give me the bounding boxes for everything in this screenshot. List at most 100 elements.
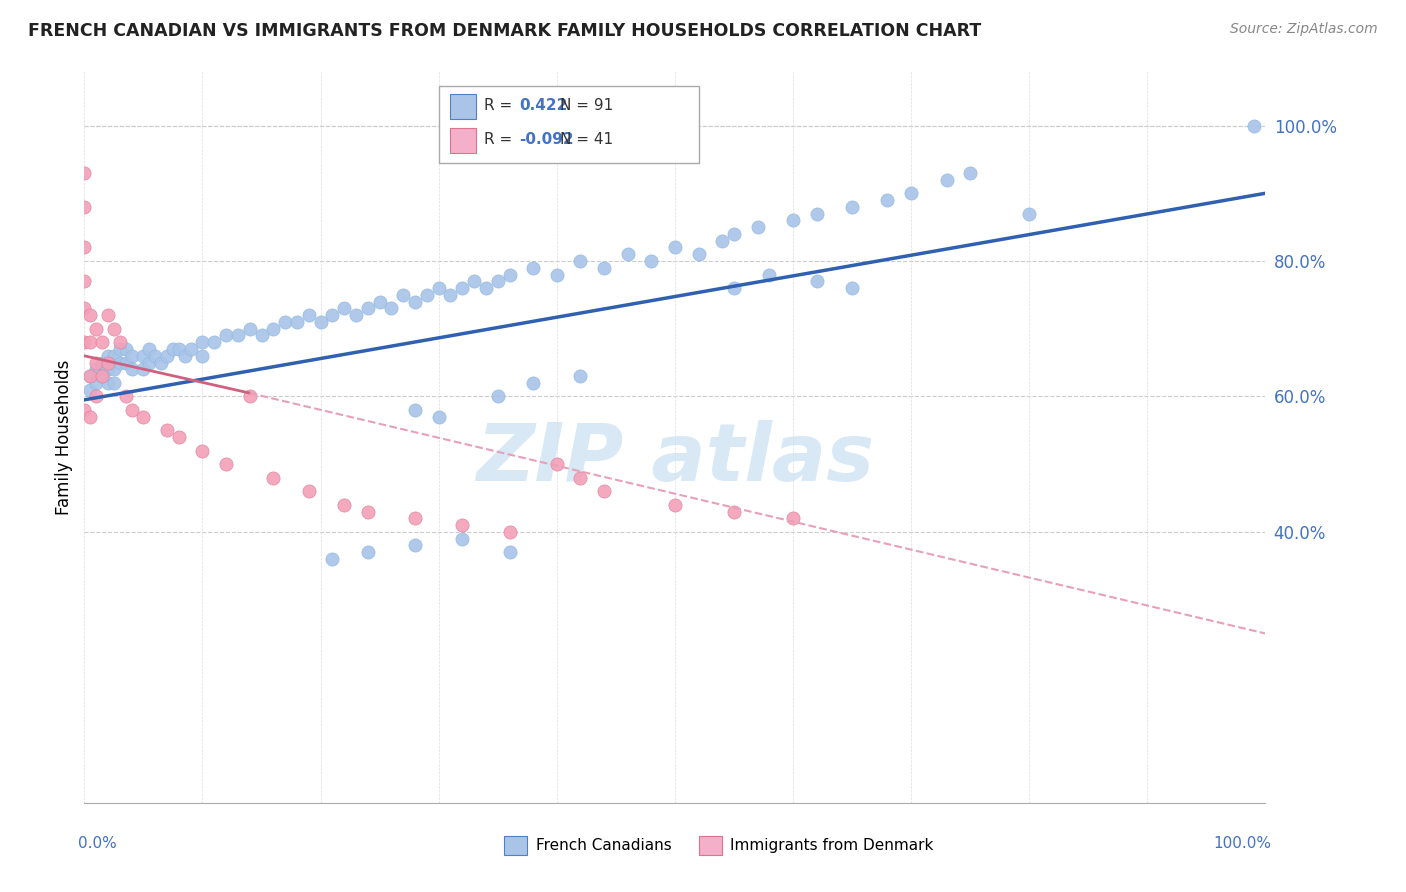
Point bbox=[191, 335, 214, 350]
Point bbox=[344, 308, 367, 322]
Point bbox=[806, 206, 828, 220]
Point bbox=[97, 362, 120, 376]
Point bbox=[486, 389, 509, 403]
Point bbox=[427, 281, 450, 295]
Point bbox=[546, 457, 568, 471]
Point bbox=[84, 355, 107, 369]
Point bbox=[782, 213, 804, 227]
Text: N = 41: N = 41 bbox=[561, 132, 613, 147]
Text: -0.092: -0.092 bbox=[519, 132, 574, 147]
Point bbox=[451, 532, 474, 546]
Point bbox=[427, 409, 450, 424]
Point bbox=[262, 471, 284, 485]
Point bbox=[357, 545, 380, 559]
Text: Immigrants from Denmark: Immigrants from Denmark bbox=[730, 838, 934, 853]
Point bbox=[1018, 206, 1040, 220]
Point bbox=[132, 362, 155, 376]
Point bbox=[758, 268, 780, 282]
Point bbox=[91, 355, 114, 369]
Point bbox=[97, 376, 120, 390]
Point bbox=[321, 552, 343, 566]
Point bbox=[747, 220, 769, 235]
Text: 0.0%: 0.0% bbox=[79, 836, 117, 851]
Point bbox=[79, 409, 101, 424]
Point bbox=[309, 315, 332, 329]
Point bbox=[593, 260, 616, 275]
Point bbox=[392, 288, 415, 302]
Point bbox=[404, 538, 426, 552]
Point bbox=[138, 355, 160, 369]
Point bbox=[451, 281, 474, 295]
Text: R =: R = bbox=[484, 98, 512, 113]
Point bbox=[404, 294, 426, 309]
Point bbox=[108, 342, 131, 356]
Point bbox=[640, 254, 662, 268]
Point bbox=[1243, 119, 1265, 133]
Point bbox=[173, 349, 195, 363]
Point bbox=[451, 518, 474, 533]
Point bbox=[167, 342, 190, 356]
Point bbox=[73, 200, 96, 214]
FancyBboxPatch shape bbox=[439, 86, 699, 163]
Point bbox=[143, 349, 166, 363]
Point bbox=[616, 247, 638, 261]
Point bbox=[368, 294, 391, 309]
Point bbox=[79, 369, 101, 384]
Point bbox=[569, 471, 592, 485]
Point bbox=[239, 322, 262, 336]
Point bbox=[73, 301, 96, 316]
Point bbox=[274, 315, 297, 329]
Point bbox=[498, 545, 520, 559]
Point bbox=[156, 423, 179, 437]
Point bbox=[486, 274, 509, 288]
Point bbox=[114, 355, 136, 369]
Point bbox=[239, 389, 262, 403]
Point bbox=[723, 227, 745, 241]
Point bbox=[114, 342, 136, 356]
Text: N = 91: N = 91 bbox=[561, 98, 613, 113]
Point bbox=[91, 335, 114, 350]
Point bbox=[782, 511, 804, 525]
Point bbox=[79, 383, 101, 397]
Point bbox=[103, 362, 125, 376]
Point bbox=[688, 247, 710, 261]
Point bbox=[121, 403, 143, 417]
Point bbox=[167, 430, 190, 444]
Point bbox=[380, 301, 402, 316]
Point bbox=[298, 484, 321, 499]
Point bbox=[103, 322, 125, 336]
Point bbox=[162, 342, 184, 356]
Point bbox=[215, 457, 238, 471]
Point bbox=[79, 308, 101, 322]
Point bbox=[262, 322, 284, 336]
Point bbox=[475, 281, 498, 295]
Text: R =: R = bbox=[484, 132, 512, 147]
Point bbox=[498, 524, 520, 539]
FancyBboxPatch shape bbox=[450, 94, 477, 119]
Point bbox=[569, 254, 592, 268]
Point bbox=[522, 260, 544, 275]
Point bbox=[333, 498, 356, 512]
FancyBboxPatch shape bbox=[450, 128, 477, 153]
Point bbox=[569, 369, 592, 384]
Point bbox=[156, 349, 179, 363]
Point bbox=[132, 409, 155, 424]
Point bbox=[121, 349, 143, 363]
Point bbox=[91, 369, 114, 384]
Point bbox=[333, 301, 356, 316]
Point bbox=[215, 328, 238, 343]
Point bbox=[959, 166, 981, 180]
Point bbox=[191, 443, 214, 458]
Point bbox=[498, 268, 520, 282]
Point bbox=[180, 342, 202, 356]
Point bbox=[79, 369, 101, 384]
Point bbox=[73, 166, 96, 180]
Point bbox=[202, 335, 225, 350]
Point bbox=[108, 355, 131, 369]
Text: French Canadians: French Canadians bbox=[536, 838, 671, 853]
Text: 0.422: 0.422 bbox=[519, 98, 568, 113]
Point bbox=[463, 274, 485, 288]
Text: FRENCH CANADIAN VS IMMIGRANTS FROM DENMARK FAMILY HOUSEHOLDS CORRELATION CHART: FRENCH CANADIAN VS IMMIGRANTS FROM DENMA… bbox=[28, 22, 981, 40]
Text: 100.0%: 100.0% bbox=[1213, 836, 1271, 851]
Point bbox=[226, 328, 249, 343]
